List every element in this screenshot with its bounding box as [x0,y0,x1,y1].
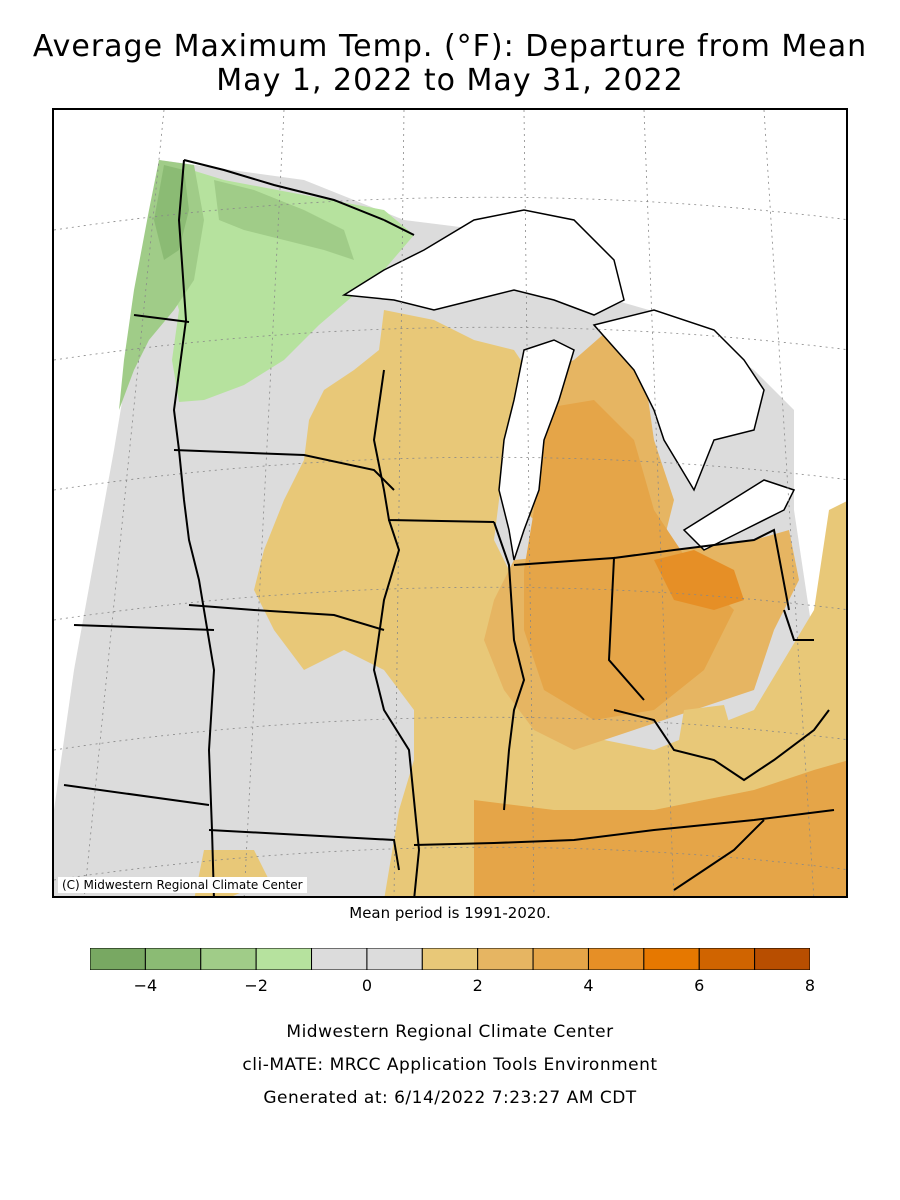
lake-superior [341,209,625,316]
map-title: Average Maximum Temp. (°F): Departure fr… [32,29,868,64]
legend-tick-label: 8 [804,976,816,995]
legend-tick-label: −4 [133,976,158,995]
mean-period-note: Mean period is 1991-2020. [349,904,551,922]
midwest-temperature-map [54,110,846,896]
footer-organization: Midwestern Regional Climate Center [286,1022,614,1042]
legend-bin-7 [477,948,534,970]
legend-bin-8 [532,948,589,970]
legend-bin-12 [754,948,810,970]
legend-bin-0 [90,948,146,970]
below-normal-arrowhead [214,180,354,260]
footer-generated-at: Generated at: 6/14/2022 7:23:27 AM CDT [263,1088,637,1108]
state-boundaries [63,159,835,896]
legend-tick-label: 0 [361,976,373,995]
above-normal-core [524,400,734,720]
copyright-label: (C) Midwestern Regional Climate Center [58,877,307,893]
legend-bin-4 [311,948,368,970]
legend-bin-6 [421,948,479,970]
legend-bin-2 [200,948,257,970]
legend-tick-label: 6 [694,976,705,995]
lake-huron [592,309,765,492]
legend-tick-label: 2 [472,976,483,995]
map-date-range: May 1, 2022 to May 31, 2022 [216,63,684,98]
footer-application: cli-MATE: MRCC Application Tools Environ… [242,1055,658,1075]
legend-bin-10 [643,948,700,970]
graticule [54,110,846,896]
legend-bin-5 [366,948,423,970]
legend-bin-3 [255,948,313,970]
legend-bin-9 [587,948,645,970]
legend-bar [90,948,810,970]
lake-michigan [498,339,575,561]
below-normal-region-minnesota [154,160,414,402]
map-panel: (C) Midwestern Regional Climate Center [52,108,848,898]
legend-tick-label: −2 [244,976,268,995]
legend-bin-1 [144,948,202,970]
near-normal-patch-ky [679,705,734,760]
legend-bin-11 [698,948,756,970]
color-legend [90,948,810,970]
legend-tick-label: 4 [583,976,594,995]
above-normal-ohio-hotspot [654,550,744,610]
